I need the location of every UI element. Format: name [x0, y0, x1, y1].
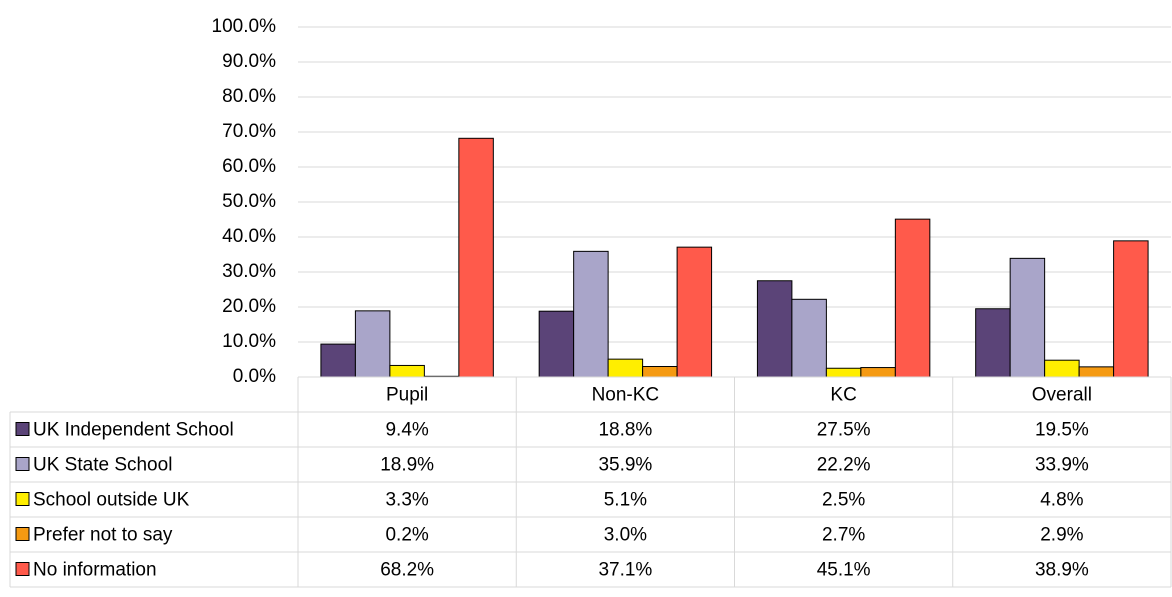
x-tick-label: Pupil: [386, 385, 428, 406]
table-cell: 38.9%: [1035, 560, 1089, 581]
legend-swatch: [15, 422, 30, 436]
table-cell: 4.8%: [1040, 490, 1083, 511]
bar: [642, 366, 678, 378]
y-tick-label: 20.0%: [222, 296, 276, 317]
table-cell: 18.9%: [380, 455, 434, 476]
legend-swatch: [15, 492, 30, 506]
bar: [607, 358, 644, 378]
y-tick-label: 30.0%: [222, 261, 276, 282]
table-cell: 19.5%: [1035, 420, 1089, 441]
y-tick-label: 40.0%: [222, 226, 276, 247]
legend-swatch: [15, 457, 30, 471]
table-cell: 22.2%: [817, 455, 871, 476]
bar: [756, 280, 793, 378]
bar: [389, 364, 425, 378]
bar: [975, 308, 1011, 378]
table-cell: 3.3%: [385, 490, 428, 511]
y-tick-label: 90.0%: [222, 51, 276, 72]
legend-label: UK State School: [33, 455, 172, 476]
y-tick-label: 10.0%: [222, 331, 276, 352]
bar: [1044, 359, 1080, 378]
table-cell: 45.1%: [817, 560, 871, 581]
table-cell: 33.9%: [1035, 455, 1089, 476]
table-cell: 35.9%: [598, 455, 652, 476]
table-cell: 18.8%: [598, 420, 652, 441]
table-cell: 27.5%: [817, 420, 871, 441]
legend-label: No information: [33, 560, 157, 581]
legend-swatch: [15, 527, 30, 541]
y-tick-label: 70.0%: [222, 121, 276, 142]
y-tick-label: 80.0%: [222, 86, 276, 107]
legend-label: School outside UK: [33, 490, 190, 511]
bar: [573, 250, 609, 378]
bar: [458, 137, 494, 378]
y-tick-label: 60.0%: [222, 156, 276, 177]
table-cell: 0.2%: [385, 525, 428, 546]
bar: [894, 218, 931, 378]
x-tick-label: Non-KC: [592, 385, 660, 406]
bar: [1113, 240, 1149, 378]
table-cell: 68.2%: [380, 560, 434, 581]
table-cell: 2.7%: [822, 525, 865, 546]
bar: [320, 343, 356, 378]
legend-label: Prefer not to say: [33, 525, 173, 546]
table-cell: 9.4%: [385, 420, 428, 441]
bar: [825, 367, 862, 378]
legend-label: UK Independent School: [33, 420, 234, 441]
bar: [1009, 257, 1046, 378]
table-cell: 2.5%: [822, 490, 865, 511]
y-tick-label: 50.0%: [222, 191, 276, 212]
table-cell: 2.9%: [1040, 525, 1083, 546]
legend-swatch: [15, 562, 30, 576]
bar: [676, 246, 713, 378]
bar: [538, 310, 575, 378]
x-tick-label: KC: [830, 385, 856, 406]
table-cell: 37.1%: [598, 560, 652, 581]
bar: [1078, 366, 1115, 378]
table-cell: 5.1%: [604, 490, 647, 511]
bar: [354, 310, 391, 378]
bar: [791, 298, 827, 378]
x-tick-label: Overall: [1032, 385, 1092, 406]
y-tick-label: 100.0%: [212, 16, 277, 37]
y-tick-label: 0.0%: [233, 366, 276, 387]
table-cell: 3.0%: [604, 525, 647, 546]
bar: [860, 367, 896, 378]
